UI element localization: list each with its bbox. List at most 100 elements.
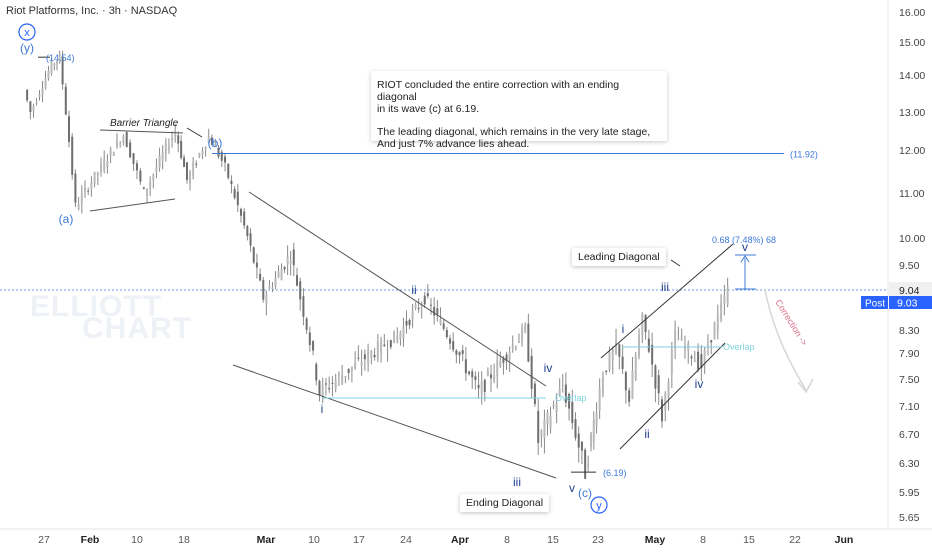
candle-body — [376, 341, 379, 359]
candle-body — [321, 384, 324, 396]
candle-body — [183, 157, 186, 167]
price-tick-label: 5.95 — [899, 487, 920, 499]
candle-body — [426, 293, 429, 297]
candle-body — [471, 371, 474, 378]
candle-body — [334, 379, 337, 390]
time-tick-label: Feb — [81, 534, 100, 546]
candle-body — [530, 355, 533, 389]
candle-body — [631, 370, 634, 400]
wave-label-circle — [18, 23, 36, 41]
candle-body — [35, 102, 38, 104]
candle-body — [280, 268, 283, 281]
candle-body — [277, 271, 280, 278]
candle-body — [236, 191, 239, 206]
candle-body — [651, 344, 654, 365]
candle-body — [26, 89, 29, 101]
candle-body — [53, 63, 56, 65]
candle-body — [386, 349, 389, 351]
candle-body — [452, 341, 455, 350]
candle-body — [589, 433, 592, 447]
candle-body — [677, 339, 680, 341]
candle-body — [464, 359, 467, 374]
price-tick-label: 15.00 — [899, 37, 925, 49]
candle-body — [299, 281, 302, 300]
candle-body — [283, 266, 286, 270]
leading-diagonal-label[interactable]: Leading Diagonal — [572, 248, 666, 266]
post-price-tag — [889, 296, 932, 309]
candle-body — [56, 61, 58, 64]
candle-body — [93, 171, 96, 185]
time-tick-label: 18 — [178, 534, 190, 546]
candle-body — [524, 324, 527, 332]
candle-body — [383, 344, 386, 346]
candle-body — [308, 332, 311, 345]
candle-body — [268, 286, 271, 289]
candle-body — [445, 329, 448, 337]
candle-body — [477, 384, 480, 389]
note-line2: The leading diagonal, which remains in t… — [377, 126, 651, 150]
candle-body — [621, 356, 624, 369]
candle-body — [405, 320, 408, 326]
time-tick-label: Jun — [835, 534, 854, 546]
candle-body — [210, 137, 213, 146]
level-label-14-54: (14.54) — [46, 53, 75, 63]
correction-arrow-head — [797, 378, 814, 394]
candle-body — [449, 338, 452, 344]
overlap-label-right: Overlap — [723, 342, 755, 352]
candle-body — [592, 419, 595, 442]
note-line1: RIOT concluded the entire correction wit… — [377, 79, 620, 115]
candle-body — [331, 382, 334, 384]
level-label-6-19: (6.19) — [603, 468, 627, 478]
price-tick-label: 6.30 — [899, 458, 920, 470]
analysis-note[interactable]: RIOT concluded the entire correction wit… — [371, 71, 667, 150]
candle-body — [380, 340, 383, 353]
current-price-tag — [889, 282, 932, 297]
candle-body — [615, 340, 618, 354]
triangle-lower-line — [89, 198, 176, 212]
price-tick-label: 13.00 — [899, 107, 925, 119]
candle-body — [68, 116, 70, 142]
candle-body — [710, 340, 713, 343]
candle-body — [243, 211, 246, 226]
leading-diagonal-pointer — [670, 259, 681, 267]
candle-body — [354, 361, 357, 369]
candle-body — [561, 385, 564, 387]
wave-label: ii — [411, 283, 416, 297]
candle-body — [58, 54, 61, 62]
candle-body — [367, 350, 370, 364]
candle-body — [618, 344, 621, 357]
price-tick-label: 10.00 — [899, 233, 925, 245]
candle-body — [458, 352, 461, 356]
wave-label: (a) — [59, 212, 74, 226]
overlap-label-left: Overlap — [555, 393, 587, 403]
candle-body — [252, 247, 255, 263]
ending-diagonal-lower — [232, 364, 557, 479]
candle-body — [135, 163, 138, 171]
candle-body — [490, 374, 493, 379]
barrier-triangle-label: Barrier Triangle — [110, 118, 179, 129]
candle-body — [511, 345, 514, 349]
time-tick-label: 10 — [308, 534, 320, 546]
candle-body — [726, 286, 729, 305]
wave-label: iii — [513, 475, 521, 489]
candle-body — [171, 137, 174, 141]
candle-body — [189, 171, 192, 184]
chart-title: Riot Platforms, Inc. · 3h · NASDAQ — [6, 5, 178, 17]
candle-body — [700, 354, 703, 369]
candle-body — [255, 262, 258, 268]
candle-body — [505, 354, 508, 362]
candle-body — [214, 145, 217, 147]
candle-body — [262, 280, 265, 300]
candle-body — [80, 193, 83, 204]
candle-body — [195, 163, 198, 165]
candle-body — [713, 322, 716, 340]
ending-diagonal-label[interactable]: Ending Diagonal — [460, 494, 550, 512]
time-tick-label: 10 — [131, 534, 143, 546]
candle-body — [207, 136, 210, 143]
candle-body — [90, 182, 93, 190]
candle-body — [161, 152, 164, 161]
candle-body — [543, 419, 546, 439]
candle-body — [442, 323, 445, 329]
